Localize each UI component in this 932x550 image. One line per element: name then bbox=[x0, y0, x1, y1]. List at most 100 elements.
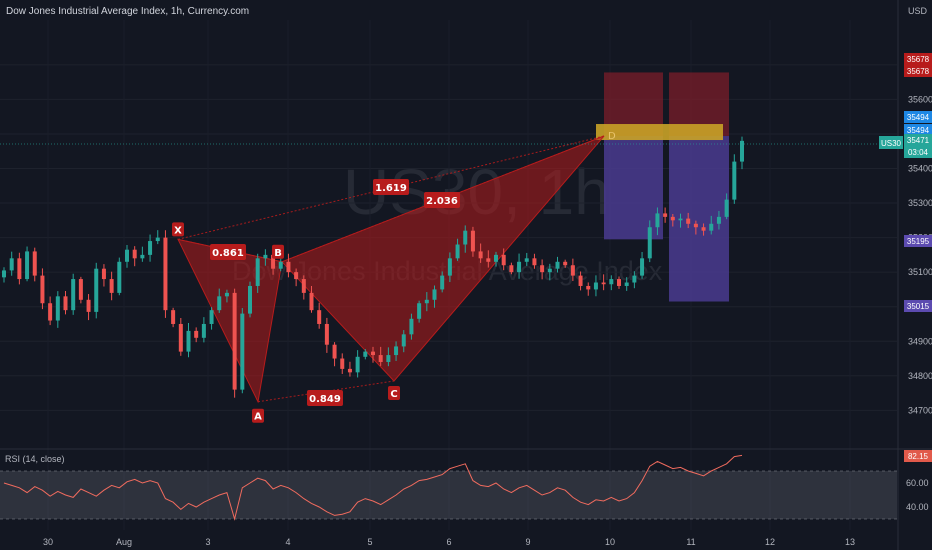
candle-body bbox=[340, 358, 345, 369]
candle-body bbox=[740, 140, 744, 162]
price-badge bbox=[904, 235, 932, 247]
symbol-tag bbox=[879, 136, 903, 149]
candles-layer bbox=[2, 136, 744, 398]
candle-body bbox=[716, 216, 721, 224]
ratio-badge bbox=[424, 192, 460, 208]
candle-body bbox=[670, 216, 675, 221]
candle-body bbox=[194, 330, 199, 338]
candle-body bbox=[640, 258, 645, 276]
candle-body bbox=[401, 334, 406, 347]
time-tick-label: Aug bbox=[116, 537, 132, 547]
candle-body bbox=[317, 310, 322, 324]
candle-body bbox=[32, 251, 37, 276]
candle-body bbox=[409, 318, 414, 335]
time-axis[interactable]: 30 Aug 3 4 5 6 9 10 11 12 13 bbox=[43, 537, 855, 547]
time-tick-label: 9 bbox=[525, 537, 530, 547]
pattern-point-badge bbox=[252, 408, 264, 423]
candle-body bbox=[55, 296, 60, 321]
candle-body bbox=[40, 275, 45, 304]
candle-body bbox=[240, 313, 245, 390]
time-tick-label: 4 bbox=[285, 537, 290, 547]
candle-body bbox=[363, 351, 368, 357]
candle-body bbox=[255, 258, 260, 286]
price-badge-label: 35015 bbox=[907, 302, 930, 311]
candle-body bbox=[478, 251, 483, 259]
candle-body bbox=[609, 279, 614, 285]
candle-body bbox=[663, 213, 668, 217]
time-tick-label: 6 bbox=[446, 537, 451, 547]
rsi-value-badge bbox=[904, 450, 932, 462]
candle-body bbox=[171, 310, 176, 324]
price-badge-label: 35678 bbox=[907, 55, 930, 64]
candle-body bbox=[624, 282, 629, 286]
candle-body bbox=[324, 323, 329, 345]
candle-body bbox=[78, 279, 83, 300]
candle-body bbox=[701, 227, 706, 231]
pattern-triangle-xab bbox=[177, 238, 283, 404]
candle-body bbox=[63, 296, 68, 311]
time-tick-label: 10 bbox=[605, 537, 615, 547]
candle-body bbox=[48, 303, 53, 321]
candle-body bbox=[25, 251, 30, 280]
candle-body bbox=[540, 265, 545, 273]
price-tick-label: 34700 bbox=[908, 405, 932, 415]
candle-body bbox=[186, 330, 191, 352]
candle-body bbox=[563, 261, 568, 266]
candle-body bbox=[494, 254, 498, 262]
candle-body bbox=[9, 258, 14, 271]
candle-body bbox=[224, 292, 229, 297]
candle-body bbox=[470, 230, 475, 252]
time-tick-label: 30 bbox=[43, 537, 53, 547]
candle-body bbox=[486, 258, 491, 262]
candle-body bbox=[463, 230, 468, 245]
price-badge-label: 35494 bbox=[907, 113, 930, 122]
candle-body bbox=[394, 346, 399, 356]
candle-body bbox=[209, 310, 214, 324]
candle-body bbox=[286, 261, 291, 273]
candle-body bbox=[294, 272, 299, 280]
price-badge-label: 35494 bbox=[907, 126, 930, 135]
ratio-badge bbox=[210, 244, 246, 260]
pattern-point-label: B bbox=[274, 248, 282, 259]
candle-body bbox=[509, 265, 514, 273]
price-badge bbox=[904, 111, 932, 123]
candle-body bbox=[371, 351, 375, 356]
candle-body bbox=[2, 270, 6, 278]
candle-body bbox=[109, 279, 114, 293]
candle-body bbox=[501, 254, 506, 266]
candle-body bbox=[86, 299, 91, 312]
ratio-label: 1.619 bbox=[375, 183, 407, 194]
candle-body bbox=[163, 237, 168, 311]
candle-body bbox=[94, 268, 99, 312]
price-badge bbox=[904, 134, 932, 146]
candle-body bbox=[586, 285, 591, 290]
candle-body bbox=[178, 323, 183, 352]
chart-title: Dow Jones Industrial Average Index, 1h, … bbox=[6, 6, 249, 17]
candle-body bbox=[555, 261, 560, 269]
candle-body bbox=[309, 292, 314, 311]
d-point-zone bbox=[596, 124, 723, 141]
candle-body bbox=[378, 355, 383, 362]
time-tick-label: 12 bbox=[765, 537, 775, 547]
ratio-badge bbox=[373, 179, 409, 195]
candle-body bbox=[532, 258, 537, 266]
pattern-point-badge bbox=[272, 244, 284, 259]
candle-body bbox=[593, 282, 598, 290]
rsi-title: RSI (14, close) bbox=[5, 454, 65, 464]
candle-body bbox=[101, 268, 106, 280]
candle-body bbox=[693, 223, 698, 228]
candle-body bbox=[217, 296, 222, 311]
price-badge bbox=[904, 53, 932, 65]
candle-body bbox=[148, 241, 153, 255]
price-badge-label: 03:04 bbox=[908, 148, 929, 157]
price-unit: USD bbox=[908, 6, 928, 16]
rsi-band bbox=[0, 471, 897, 519]
ratio-line-xd bbox=[177, 135, 605, 240]
rsi-pane bbox=[0, 454, 897, 521]
time-tick-label: 3 bbox=[205, 537, 210, 547]
candle-body bbox=[271, 254, 276, 269]
candle-body bbox=[71, 279, 76, 311]
candle-body bbox=[132, 249, 137, 259]
